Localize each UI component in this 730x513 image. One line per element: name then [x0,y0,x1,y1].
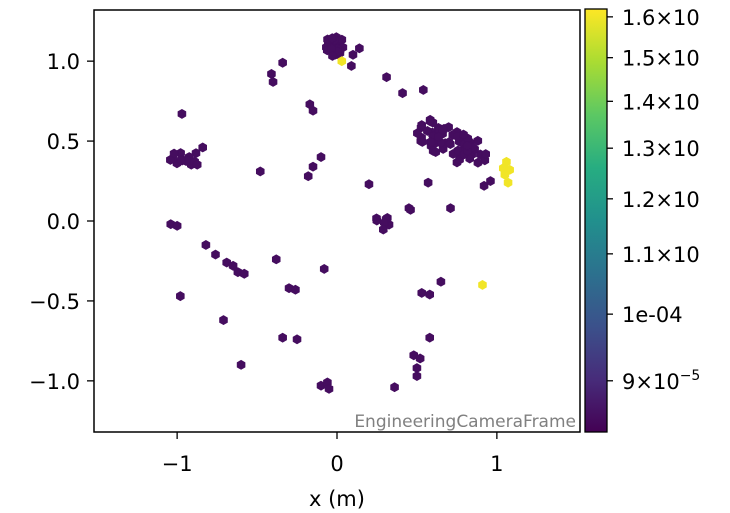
hex-cell [426,137,436,147]
hex-cell [255,166,265,177]
hex-cell [177,108,187,119]
hex-cell [419,84,428,95]
hex-cell [211,249,220,260]
hex-cell [201,240,211,250]
hex-cell [372,215,382,226]
colorbar-tick-label: 1.6×10 [622,6,700,30]
hex-cell [404,203,414,214]
hex-cell [267,68,276,79]
hex-cell [413,128,422,139]
colorbar-gradient [585,9,607,432]
hex-cell [327,33,337,44]
colorbar-tick-label: 1.4×10 [622,90,700,114]
hex-cell [382,72,391,83]
x-axis-label: x (m) [309,487,365,511]
hex-cell [198,142,207,153]
hex-cell [348,49,358,60]
colorbar-tick-label: 9×10−5 [622,368,700,394]
hex-cell [425,332,435,343]
hex-cell [434,131,443,142]
hex-cell [417,287,427,298]
y-tick-label: −0.5 [29,290,80,314]
hex-cell [459,129,468,140]
hex-cell [271,254,281,265]
hex-cell [319,264,329,274]
hex-cell [379,224,388,235]
hex-cell [446,203,455,214]
hex-cell [324,383,334,394]
hex-cell [347,61,356,71]
hex-cell [278,332,287,343]
hex-cell [292,334,302,345]
hexbin-cells [166,32,514,394]
hex-cell [191,148,201,159]
hex-cell [380,217,389,228]
hex-cell [172,220,182,231]
hex-cell [355,43,364,54]
hex-cell [268,76,278,87]
y-tick-label: 0.0 [47,210,80,234]
hex-cell [463,140,472,151]
hex-cell [303,171,313,182]
hex-cell [239,268,249,279]
hex-cell [327,43,336,54]
colorbar-frame [584,8,608,433]
colorbar-tick-label: 1e-04 [622,303,683,327]
hex-cell-high [478,279,487,290]
hex-cell [176,155,186,166]
hex-cell [446,139,455,150]
hex-cell [236,359,246,370]
hex-cell [337,34,347,45]
hex-cell [425,289,435,300]
x-axis-ticks: −1 0 1 [162,432,504,476]
hex-cell [486,176,495,186]
hex-cell [192,159,202,170]
hex-cell [278,57,287,68]
y-tick-label: 0.5 [47,130,80,154]
hex-cell [431,147,440,158]
y-tick-label: −1.0 [29,370,80,394]
colorbar-tick-label: 1.1×10 [622,243,700,267]
hex-cell [316,152,326,163]
hex-cell [481,149,490,160]
frame-annotation: EngineeringCameraFrame [354,412,576,432]
hex-cell-high [503,177,513,188]
hex-cell [425,116,435,127]
hex-cell-high [337,56,347,67]
hex-cell [415,353,425,364]
hex-cell [438,124,448,135]
colorbar-tick-label: 1.3×10 [622,137,700,161]
hex-cell [398,88,407,99]
colorbar-tick-label: 1.5×10 [622,47,700,71]
hex-cell [176,291,185,302]
hex-cell [412,363,422,374]
hex-cell [479,180,489,191]
hex-cell [473,135,483,146]
hex-cell [423,177,433,188]
hex-cell [291,284,300,295]
hex-cell [418,136,427,147]
x-tick-label: −1 [162,452,193,476]
hex-cell [390,382,399,393]
colorbar-ticks: 1.6×10 1.5×10 1.4×10 1.3×10 1.2×10 1.1×10 1e-0… [607,6,700,394]
colorbar: 1.6×10 1.5×10 1.4×10 1.3×10 1.2×10 1.1×10 1e-0… [584,6,700,433]
x-tick-label: 0 [330,452,343,476]
hex-cell [412,371,422,381]
plot-background [94,10,580,432]
hex-cell [219,315,228,326]
hex-cell [364,179,374,190]
y-axis-ticks: −1.0 −0.5 0.0 0.5 1.0 [29,50,94,394]
x-tick-label: 1 [490,452,503,476]
hex-cell [308,161,318,172]
hex-cell [473,157,483,168]
hex-cell-high [500,169,510,180]
colorbar-tick-label: 1.2×10 [622,188,700,212]
hex-cell [308,105,318,116]
hex-cell [169,148,179,159]
y-tick-label: 1.0 [47,50,80,74]
hex-cell [436,276,446,287]
plot-area: EngineeringCameraFrame [93,9,581,433]
hex-cell [328,50,337,61]
